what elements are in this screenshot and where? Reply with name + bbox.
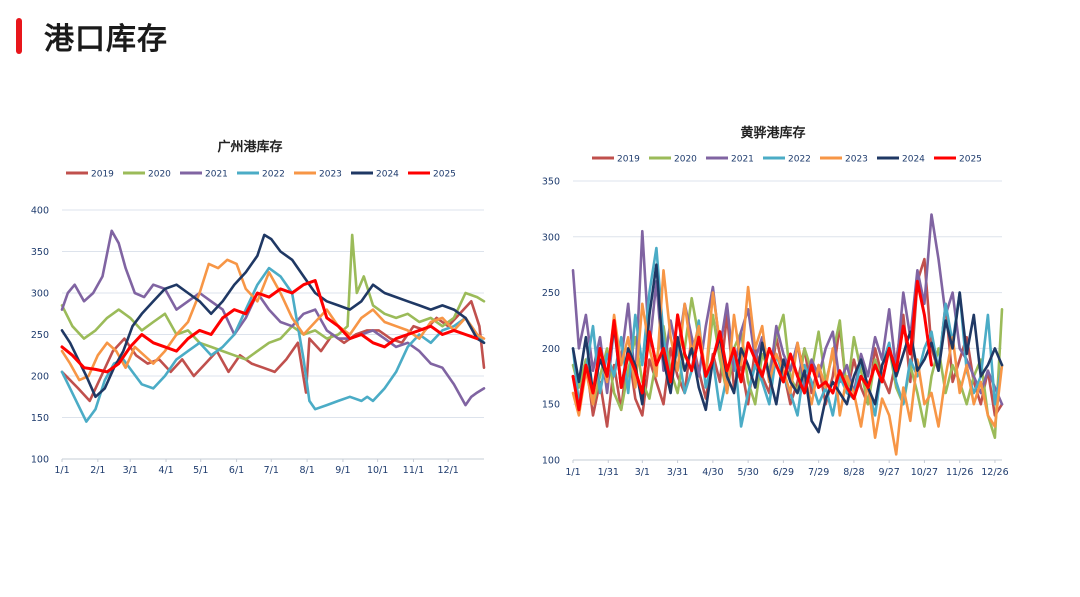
- legend-label-2025: 2025: [433, 170, 456, 180]
- legend-label-2019: 2019: [91, 170, 114, 180]
- y-tick-label: 350: [31, 247, 49, 258]
- x-tick-label: 7/29: [808, 467, 829, 478]
- legend-label-2024: 2024: [376, 170, 399, 180]
- x-tick-label: 3/1: [635, 467, 650, 478]
- series-line-2021: [60, 229, 486, 407]
- x-tick-label: 8/1: [299, 465, 314, 476]
- x-tick-label: 1/1: [565, 467, 580, 478]
- series-line-2022: [571, 246, 1004, 428]
- y-tick-label: 400: [31, 206, 49, 217]
- x-tick-label: 9/1: [335, 465, 350, 476]
- x-tick-label: 11/26: [946, 467, 973, 478]
- legend-label-2021: 2021: [731, 155, 754, 165]
- series-line-2020: [60, 233, 486, 361]
- title-accent-bar: [16, 18, 22, 54]
- legend-label-2019: 2019: [617, 155, 640, 165]
- y-tick-label: 150: [542, 400, 560, 411]
- page-title: 港口库存: [44, 22, 168, 57]
- y-tick-label: 100: [31, 455, 49, 466]
- x-tick-label: 3/1: [123, 465, 138, 476]
- x-tick-label: 4/30: [702, 467, 723, 478]
- legend-label-2022: 2022: [262, 170, 285, 180]
- x-tick-label: 1/1: [54, 465, 69, 476]
- x-tick-label: 7/1: [264, 465, 279, 476]
- legend-label-2025: 2025: [959, 155, 982, 165]
- legend-label-2020: 2020: [674, 155, 697, 165]
- y-tick-label: 350: [542, 177, 560, 188]
- series-line-2024: [60, 233, 486, 399]
- legend-label-2023: 2023: [845, 155, 868, 165]
- x-tick-label: 1/31: [598, 467, 619, 478]
- x-tick-label: 5/1: [193, 465, 208, 476]
- x-tick-label: 6/29: [773, 467, 794, 478]
- chart-title: 广州港库存: [217, 139, 282, 155]
- legend-label-2024: 2024: [902, 155, 925, 165]
- x-tick-label: 6/1: [229, 465, 244, 476]
- x-tick-label: 12/26: [981, 467, 1008, 478]
- y-tick-label: 200: [542, 344, 560, 355]
- y-tick-label: 200: [31, 372, 49, 383]
- x-tick-label: 9/27: [878, 467, 899, 478]
- x-tick-label: 8/28: [843, 467, 864, 478]
- x-tick-label: 4/1: [158, 465, 173, 476]
- y-tick-label: 300: [31, 289, 49, 300]
- series-line-2023: [571, 268, 1004, 456]
- x-tick-label: 10/1: [367, 465, 388, 476]
- y-tick-label: 250: [542, 288, 560, 299]
- x-tick-label: 11/1: [403, 465, 424, 476]
- chart-huanghua: 黄骅港库存 2019 2020 2021 2022 2023 2024 2025 100 150 2…: [542, 125, 1009, 478]
- legend-label-2021: 2021: [205, 170, 228, 180]
- legend-label-2020: 2020: [148, 170, 171, 180]
- x-tick-label: 3/31: [667, 467, 688, 478]
- y-tick-label: 250: [31, 330, 49, 341]
- chart-title: 黄骅港库存: [740, 125, 805, 141]
- chart-guangzhou: 广州港库存 2019 2020 2021 2022 2023 2024 2025 100 150 2…: [31, 139, 486, 476]
- x-tick-label: 12/1: [437, 465, 458, 476]
- x-tick-label: 5/30: [737, 467, 758, 478]
- x-tick-label: 2/1: [90, 465, 105, 476]
- y-tick-label: 100: [542, 456, 560, 467]
- legend-label-2023: 2023: [319, 170, 342, 180]
- y-tick-label: 150: [31, 413, 49, 424]
- x-tick-label: 10/27: [911, 467, 938, 478]
- legend-label-2022: 2022: [788, 155, 811, 165]
- series-line-2025: [60, 279, 479, 374]
- series-line-2025: [571, 279, 933, 412]
- y-tick-label: 300: [542, 232, 560, 243]
